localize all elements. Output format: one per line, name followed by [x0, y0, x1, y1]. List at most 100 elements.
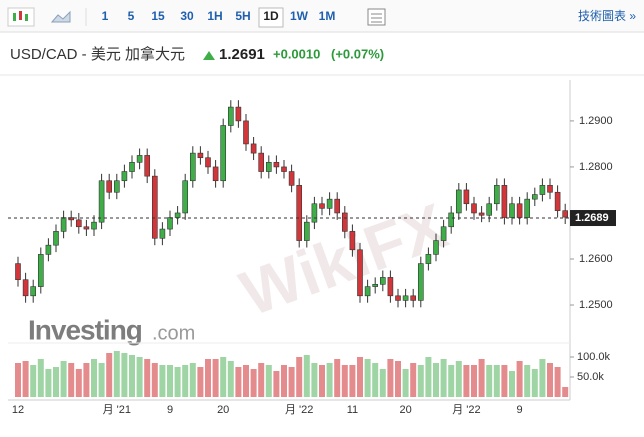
candle-body	[493, 185, 500, 205]
candle-body	[45, 244, 52, 255]
volume-bar	[288, 367, 295, 397]
volume-bar	[53, 367, 59, 397]
candle-body	[357, 249, 363, 297]
candle-body	[311, 203, 318, 223]
volume-bar	[554, 367, 561, 397]
candle-body	[174, 212, 181, 218]
candle-body	[281, 166, 287, 172]
volume-tick-label: 100.0k	[577, 351, 611, 363]
candle-body	[22, 279, 29, 297]
y-tick-label: 1.2900	[579, 115, 613, 127]
volume-bar	[22, 361, 29, 397]
volume-bar	[37, 359, 44, 397]
volume-bar	[547, 363, 553, 397]
candle-body	[417, 263, 424, 301]
candle-body	[152, 175, 158, 239]
interval-button[interactable]: 5H	[235, 9, 250, 23]
volume-bar	[91, 359, 97, 397]
toolbar	[0, 0, 644, 32]
candle-body	[478, 212, 485, 216]
candle-body	[273, 162, 280, 168]
candle-body	[228, 106, 234, 126]
volume-bar	[341, 365, 348, 397]
volume-bar	[372, 363, 379, 397]
candle-body	[349, 231, 356, 251]
candle-body	[554, 191, 561, 211]
candle-icon[interactable]	[7, 7, 35, 27]
volume-bar	[15, 363, 21, 397]
volume-bar	[235, 367, 242, 397]
interval-button[interactable]: 15	[151, 9, 165, 23]
interval-button[interactable]: 1W	[290, 9, 309, 23]
candle-body	[486, 203, 493, 216]
candle-body	[250, 143, 257, 154]
x-tick-label: 9	[517, 404, 523, 416]
candle-body	[114, 180, 120, 193]
candle-body	[364, 286, 371, 297]
candle-body	[433, 240, 439, 255]
volume-bar	[151, 363, 158, 397]
volume-bar	[136, 357, 143, 397]
candle-body	[471, 203, 477, 214]
candle-body	[121, 171, 128, 182]
volume-bar	[334, 359, 341, 397]
x-tick-label: 11	[347, 404, 358, 416]
candle-body	[190, 152, 196, 182]
x-tick-label: 12	[12, 404, 24, 416]
price: 1.2691	[219, 46, 265, 63]
volume-bar	[493, 365, 500, 397]
candle-body	[167, 217, 173, 230]
volume-bar	[471, 365, 477, 397]
selected-interval-box	[258, 7, 284, 28]
candle-body	[37, 254, 44, 287]
interval-button[interactable]: 1D	[263, 9, 279, 23]
candle-body	[440, 226, 447, 241]
volume-bar	[311, 363, 318, 397]
candle-body	[410, 295, 417, 301]
interval-button[interactable]: 30	[180, 9, 194, 23]
interval-button[interactable]: 1	[102, 9, 109, 23]
candle-body	[136, 155, 143, 163]
candle-body	[547, 185, 553, 193]
candle-body	[319, 203, 325, 209]
volume-bar	[212, 359, 219, 397]
x-tick-label: 20	[217, 404, 229, 416]
area-icon[interactable]	[50, 10, 71, 23]
candle-body	[235, 106, 242, 122]
candle-body	[326, 198, 333, 209]
instrument-name: USD/CAD - 美元 加拿大元	[10, 45, 185, 63]
candle-body	[379, 277, 386, 285]
volume-bar	[121, 353, 128, 397]
candle-body	[68, 217, 74, 221]
candle-body	[91, 221, 97, 230]
interval-button[interactable]: 1H	[207, 9, 222, 23]
interval-button[interactable]: 5	[128, 9, 135, 23]
candle-body	[501, 185, 508, 218]
volume-bar	[326, 363, 333, 397]
candle-body	[288, 171, 295, 186]
volume-bar	[357, 357, 363, 397]
volume-bar	[220, 357, 227, 397]
volume-bar	[189, 363, 196, 397]
last-price-label: 1.2689	[575, 212, 609, 224]
x-tick-label: 月 '22	[285, 404, 313, 416]
volume-bar	[60, 361, 67, 397]
candle-body	[402, 295, 409, 301]
volume-bar	[197, 367, 204, 397]
table-icon[interactable]	[367, 8, 386, 26]
technical-chart-link[interactable]: 技術圖表 »	[578, 9, 636, 23]
volume-bar	[448, 365, 455, 397]
candle-body	[220, 125, 226, 182]
interval-button[interactable]: 1M	[319, 9, 336, 23]
candle-body	[448, 212, 455, 228]
y-tick-label: 1.2600	[579, 253, 613, 265]
candle-body	[129, 162, 135, 172]
candle-body	[76, 219, 82, 228]
volume-bar	[106, 353, 113, 397]
candle-body	[205, 157, 211, 168]
volume-bar	[433, 363, 439, 397]
candle-body	[562, 210, 569, 218]
volume-bar	[167, 365, 173, 397]
x-tick-label: 20	[399, 404, 411, 416]
